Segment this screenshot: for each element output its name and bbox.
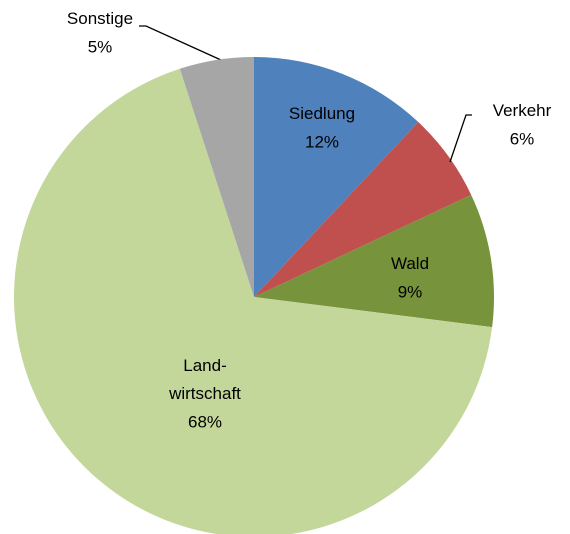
slice-label: Siedlung <box>289 104 355 123</box>
pie-slice <box>254 57 419 297</box>
pie-slice <box>254 122 472 297</box>
leader-line <box>449 114 472 163</box>
pie-slice <box>254 194 494 328</box>
slice-label: Verkehr <box>493 101 552 120</box>
slice-value-label: 12% <box>305 132 339 151</box>
slice-label: Wald <box>391 254 429 273</box>
slice-value-label: 5% <box>88 37 113 56</box>
pie-slice <box>179 57 254 297</box>
slice-label: Sonstige <box>67 9 133 28</box>
slice-value-label: 6% <box>510 129 535 148</box>
pie-slice <box>14 68 493 534</box>
slice-value-label: 9% <box>398 282 423 301</box>
leader-line <box>139 25 222 61</box>
slice-value-label: 68% <box>188 412 222 431</box>
slice-label: Land-wirtschaft <box>168 356 241 403</box>
